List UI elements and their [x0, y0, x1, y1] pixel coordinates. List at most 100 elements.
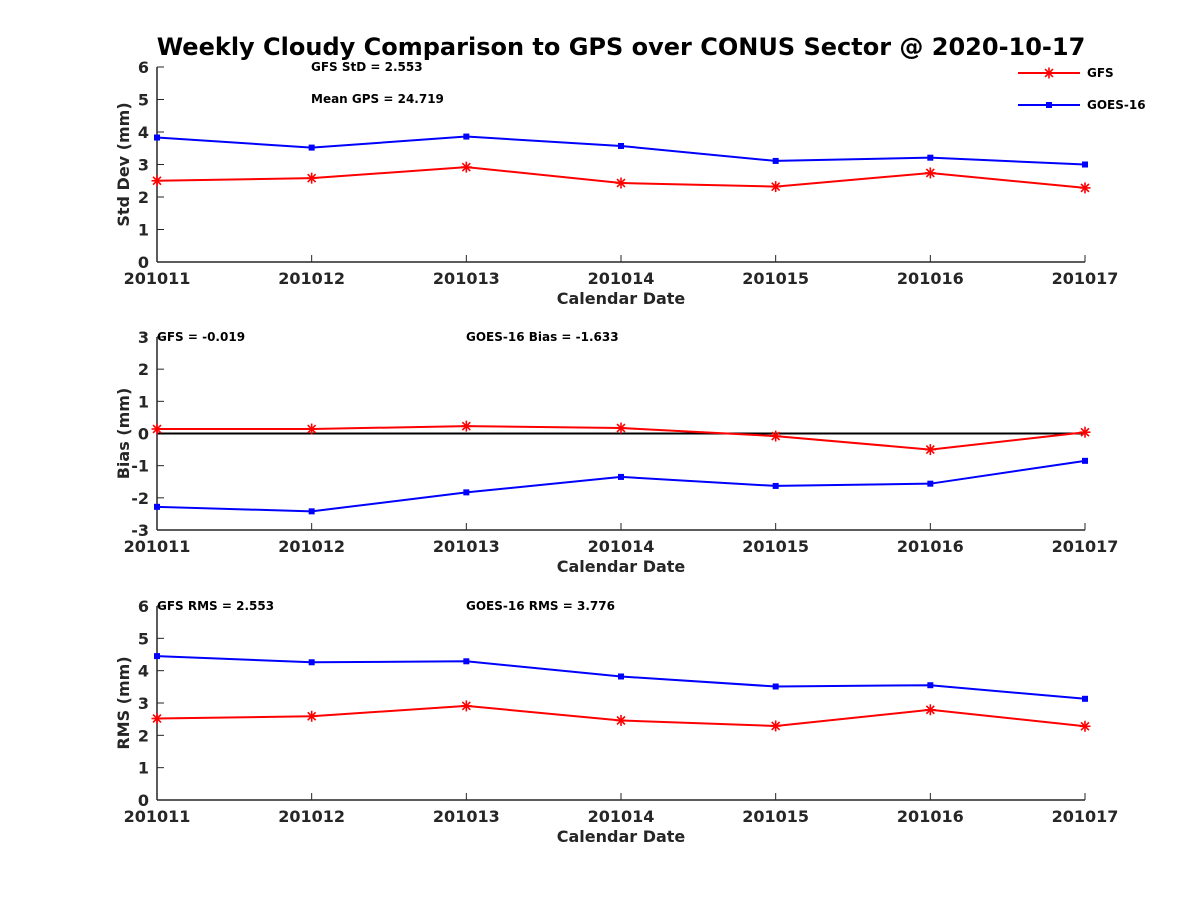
data-point	[924, 167, 936, 179]
x-axis-label: Calendar Date	[557, 827, 686, 846]
data-point	[306, 710, 318, 722]
x-tick-label: 201013	[433, 269, 500, 288]
data-point	[1082, 457, 1088, 464]
legend-marker	[1043, 67, 1055, 79]
data-point	[1082, 161, 1088, 168]
data-point	[927, 682, 934, 689]
data-point	[306, 172, 318, 184]
x-tick-label: 201017	[1052, 269, 1119, 288]
data-point	[460, 420, 472, 432]
data-point	[1082, 695, 1088, 702]
legend-marker	[1046, 102, 1052, 108]
data-point	[308, 659, 315, 666]
x-tick-label: 201013	[433, 537, 500, 556]
x-tick-label: 201014	[588, 537, 655, 556]
series-goes-16	[154, 133, 1088, 168]
y-tick-label: -2	[131, 489, 149, 508]
data-point	[308, 144, 315, 151]
series-goes-16	[154, 457, 1088, 515]
legend-item-goes-16: GOES-16	[1018, 98, 1146, 112]
y-axis-label: Std Dev (mm)	[114, 102, 133, 226]
x-tick-label: 201014	[588, 807, 655, 826]
data-point	[927, 154, 934, 161]
data-point	[460, 700, 472, 712]
y-tick-label: 2	[138, 360, 149, 379]
chart-panel-3: 0 1 2 3 4 5 6 201011 201012 201013 201014 201015 201…	[114, 597, 1118, 846]
data-point	[615, 422, 627, 434]
x-tick-label: 201012	[278, 537, 345, 556]
data-point	[151, 175, 163, 187]
series-gfs	[151, 700, 1091, 732]
data-point	[618, 142, 624, 149]
stat-annotation: GFS RMS = 2.553	[157, 599, 274, 613]
data-point	[618, 473, 624, 480]
legend-label: GFS	[1087, 66, 1114, 80]
x-tick-label: 201016	[897, 269, 964, 288]
y-tick-label: 0	[138, 791, 149, 810]
y-tick-label: 3	[138, 156, 149, 175]
x-tick-label: 201012	[278, 269, 345, 288]
y-tick-label: 1	[138, 759, 149, 778]
figure-title: Weekly Cloudy Comparison to GPS over CON…	[157, 33, 1086, 61]
x-tick-label: 201016	[897, 807, 964, 826]
data-point	[772, 683, 779, 690]
y-tick-label: 5	[138, 91, 149, 110]
y-tick-label: 6	[138, 58, 149, 77]
series-line	[156, 459, 1086, 513]
data-point	[772, 482, 779, 489]
x-axis-label: Calendar Date	[557, 557, 686, 576]
x-tick-label: 201013	[433, 807, 500, 826]
x-tick-label: 201017	[1052, 807, 1119, 826]
y-tick-label: 3	[138, 694, 149, 713]
data-point	[615, 177, 627, 189]
series-line	[156, 135, 1086, 166]
x-tick-label: 201015	[742, 269, 809, 288]
y-tick-label: 5	[138, 629, 149, 648]
stat-annotation: GFS StD = 2.553	[311, 60, 423, 74]
data-point	[151, 423, 163, 435]
y-axis-label: RMS (mm)	[114, 656, 133, 749]
data-point	[151, 713, 163, 725]
y-tick-label: 2	[138, 726, 149, 745]
data-point	[154, 503, 160, 510]
data-point	[154, 134, 160, 141]
chart-panels: 0 1 2 3 4 5 6 201011 201012 201013 201014 201015 201…	[114, 58, 1118, 846]
y-tick-label: 4	[138, 662, 149, 681]
y-tick-label: 6	[138, 597, 149, 616]
data-point	[463, 658, 470, 665]
data-point	[1079, 182, 1091, 194]
series-goes-16	[154, 653, 1088, 702]
y-axis-label: Bias (mm)	[114, 388, 133, 480]
x-tick-label: 201015	[742, 537, 809, 556]
series-gfs	[151, 161, 1091, 194]
data-point	[770, 181, 782, 193]
x-tick-label: 201011	[124, 269, 191, 288]
chart-panel-1: 0 1 2 3 4 5 6 201011 201012 201013 201014 201015 201…	[114, 58, 1118, 308]
stat-annotation: GFS = -0.019	[157, 330, 245, 344]
data-point	[772, 157, 779, 164]
x-tick-label: 201017	[1052, 537, 1119, 556]
y-tick-label: 4	[138, 123, 149, 142]
data-point	[308, 508, 315, 515]
data-point	[460, 161, 472, 173]
data-point	[924, 444, 936, 456]
y-tick-label: 2	[138, 188, 149, 207]
y-tick-label: -3	[131, 521, 149, 540]
data-point	[1079, 720, 1091, 732]
y-tick-label: 3	[138, 328, 149, 347]
legend-label: GOES-16	[1087, 98, 1146, 112]
x-axis-label: Calendar Date	[557, 289, 686, 308]
stat-annotation: Mean GPS = 24.719	[311, 92, 444, 106]
data-point	[306, 423, 318, 435]
x-tick-label: 201011	[124, 807, 191, 826]
data-point	[924, 704, 936, 716]
data-point	[770, 430, 782, 442]
y-tick-label: 1	[138, 392, 149, 411]
y-tick-label: 1	[138, 221, 149, 240]
series-gfs	[151, 420, 1091, 456]
data-point	[1079, 426, 1091, 438]
y-tick-label: -1	[131, 457, 149, 476]
data-point	[618, 673, 624, 680]
stat-annotation: GOES-16 RMS = 3.776	[466, 599, 615, 613]
